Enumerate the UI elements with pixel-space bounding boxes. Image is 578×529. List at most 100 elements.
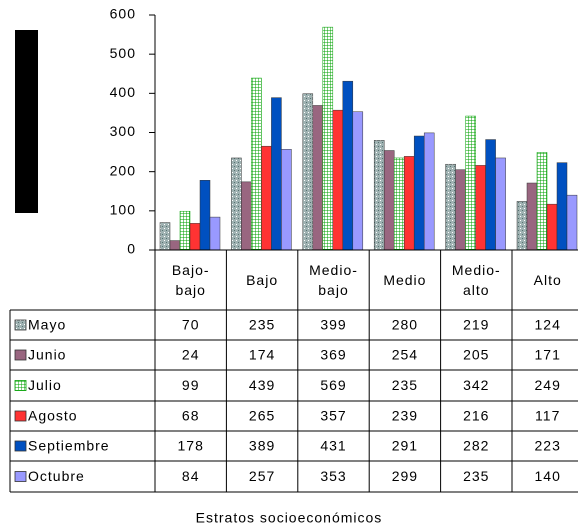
category-label: Bajo [246,272,279,288]
bar [465,115,476,251]
bar [251,77,262,251]
table-value: 342 [463,377,489,393]
table-value: 239 [392,408,418,424]
table-value: 282 [463,438,489,454]
table-value: 439 [249,377,275,393]
table-value: 223 [535,438,561,454]
bar [455,169,466,251]
legend-swatch [14,380,27,391]
bar [322,26,334,251]
legend-swatch [14,319,27,331]
bar [413,135,425,251]
table-value: 357 [320,408,346,424]
legend-swatch [14,440,27,452]
y-tick-label: 0 [127,241,136,257]
bar [526,182,538,251]
legend-swatch [14,471,27,482]
bar [342,80,354,251]
legend-label: Octubre [28,468,85,484]
legend-label: Agosto [28,408,78,424]
y-tick-label: 100 [110,202,136,218]
legend-label: Septiembre [28,438,110,454]
legend-label: Junio [28,347,66,363]
bar [199,180,211,251]
bar [241,181,252,251]
bar [475,165,486,251]
bar [352,111,364,251]
category-label: Alto [533,272,562,288]
bar [403,156,415,251]
bar [209,216,221,251]
redacted-label [15,30,38,213]
y-tick-label: 300 [110,123,136,139]
table-value: 216 [463,408,489,424]
table-value: 235 [249,317,275,333]
bar [189,223,201,251]
y-tick-label: 200 [110,162,136,178]
table-value: 174 [249,347,275,363]
table-value: 117 [535,408,560,424]
bar [393,157,405,251]
bar [546,203,558,251]
bar [332,109,344,251]
legend-label: Mayo [28,317,66,333]
category-label: Medio-alto [451,262,501,298]
category-label: Bajo-bajo [171,262,210,298]
table-value: 140 [535,468,561,484]
bar [556,162,568,251]
table-value: 99 [182,377,200,393]
table-value: 389 [249,438,275,454]
bar [383,150,395,251]
bar [159,222,171,251]
bar [281,149,292,251]
bar [485,139,496,251]
bar [495,157,506,251]
bar [516,201,528,251]
bar [373,140,385,251]
bar [231,157,242,251]
table-value: 68 [182,408,200,424]
table-value: 353 [320,468,346,484]
table-value: 235 [392,377,418,393]
bar [566,194,578,251]
bar [445,163,456,251]
table-value: 254 [392,347,418,363]
bar [261,145,272,251]
table-value: 24 [182,347,200,363]
legend-swatch [14,349,27,361]
table-value: 299 [392,468,418,484]
table-value: 235 [463,468,489,484]
table-value: 399 [320,317,346,333]
table-value: 84 [182,468,200,484]
table-value: 249 [535,377,561,393]
table-value: 569 [320,377,346,393]
bar [423,132,435,251]
table-value: 178 [178,438,204,454]
table-value: 280 [392,317,418,333]
table-value: 369 [320,347,346,363]
table-value: 265 [249,408,275,424]
bar [312,105,324,251]
y-tick-label: 600 [110,6,136,22]
legend-label: Julio [28,377,62,393]
table-value: 205 [463,347,489,363]
bar [179,210,191,251]
bar [169,240,181,251]
bar [536,152,548,251]
y-tick-label: 500 [110,45,136,61]
table-value: 124 [535,317,561,333]
category-label: Medio-bajo [309,262,358,298]
table-value: 257 [249,468,275,484]
bar [302,93,314,251]
table-value: 70 [182,317,200,333]
table-value: 431 [320,438,346,454]
legend-swatch [14,410,27,422]
bar [271,97,282,251]
category-label: Medio [383,272,427,288]
y-tick-label: 400 [110,84,136,100]
table-value: 219 [463,317,489,333]
table-value: 171 [535,347,561,363]
table-value: 291 [392,438,418,454]
